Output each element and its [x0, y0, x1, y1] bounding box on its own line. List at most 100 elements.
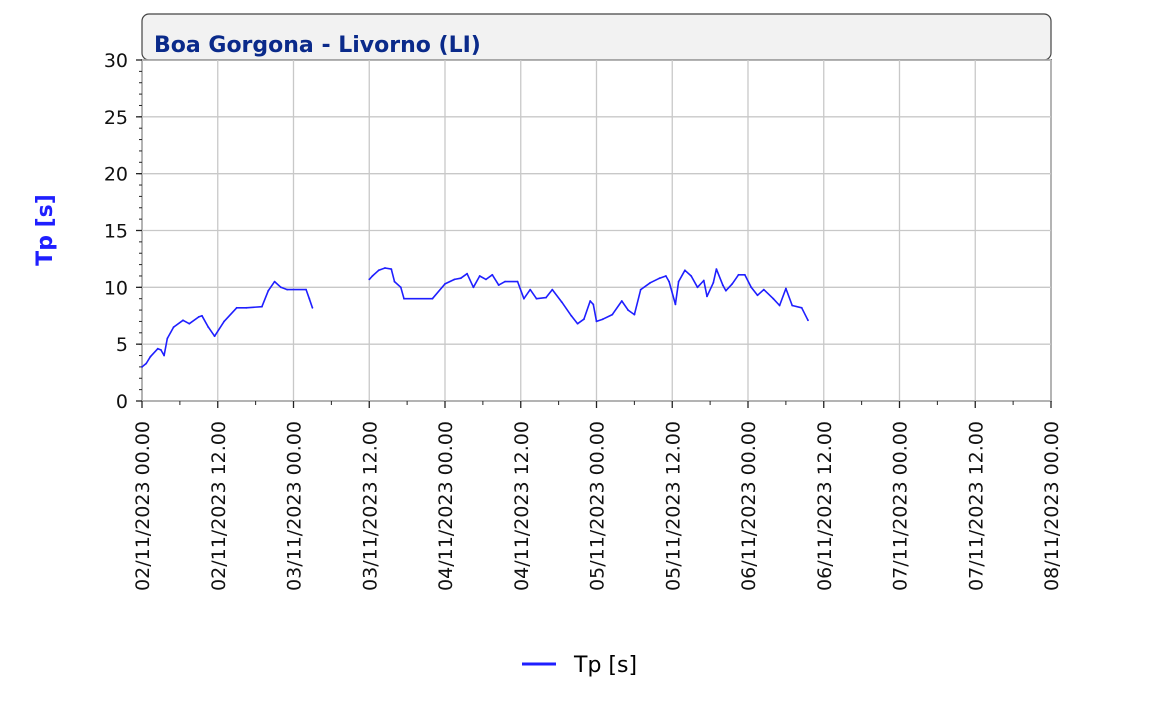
y-tick-label: 5 [116, 334, 128, 356]
data-point [197, 316, 200, 318]
data-point [516, 280, 519, 283]
x-tick-label: 06/11/2023 00.00 [738, 421, 760, 591]
data-point [668, 280, 670, 283]
data-point [163, 354, 166, 357]
data-point [213, 335, 216, 338]
data-point [182, 319, 184, 322]
x-tick-label: 03/11/2023 00.00 [284, 421, 306, 591]
x-tick-label: 05/11/2023 00.00 [587, 421, 609, 591]
data-point [737, 273, 740, 276]
data-point [261, 305, 263, 308]
data-point [141, 366, 143, 368]
data-point [384, 267, 386, 269]
y-axis-label: Tp [s] [33, 194, 58, 266]
data-point [725, 289, 727, 292]
data-point [551, 288, 554, 291]
data-point [305, 288, 307, 291]
data-point [311, 306, 314, 309]
data-point [756, 294, 759, 297]
y-tick-label: 15 [104, 221, 128, 243]
data-point [399, 286, 402, 289]
data-point [390, 268, 393, 270]
data-point [485, 278, 487, 281]
data-point [677, 280, 680, 283]
x-tick-label: 04/11/2023 00.00 [435, 421, 457, 591]
data-point [785, 287, 787, 290]
y-tick-label: 0 [116, 391, 128, 413]
data-point [576, 322, 579, 325]
x-tick-label: 03/11/2023 12.00 [359, 421, 381, 591]
data-point [649, 281, 652, 284]
data-point [696, 286, 699, 289]
data-point [706, 295, 708, 298]
data-point [156, 347, 159, 350]
data-point [658, 277, 661, 280]
data-point [800, 306, 803, 309]
data-point [535, 297, 538, 300]
data-point [172, 326, 175, 328]
x-tick-label: 07/11/2023 12.00 [965, 421, 987, 591]
data-point [371, 275, 374, 277]
data-point [444, 283, 446, 285]
data-point [731, 283, 734, 285]
data-point [453, 278, 456, 281]
data-point [690, 275, 693, 277]
data-point [627, 309, 629, 311]
x-tick-label: 02/11/2023 12.00 [208, 421, 230, 591]
data-point [611, 313, 614, 316]
data-point [684, 269, 686, 272]
data-point [583, 318, 585, 321]
data-point [772, 297, 775, 300]
y-tick-label: 25 [104, 107, 128, 129]
data-point [403, 297, 405, 300]
data-point [762, 288, 765, 291]
data-point [223, 320, 226, 323]
data-point [570, 314, 573, 317]
data-point [639, 288, 642, 291]
data-point [368, 278, 371, 281]
data-point [166, 337, 169, 340]
legend-label-tp: Tp [s] [573, 653, 637, 678]
data-point [497, 284, 500, 286]
chart-title: Boa Gorgona - Livorno (LI) [154, 33, 481, 58]
data-point [280, 286, 282, 289]
data-point [601, 318, 604, 321]
data-point [188, 322, 191, 325]
data-point [592, 303, 595, 306]
data-point [807, 319, 809, 322]
data-point [523, 297, 525, 300]
legend: Tp [s] [522, 653, 637, 678]
data-point [721, 284, 724, 286]
data-point [491, 273, 494, 276]
data-point [466, 272, 468, 275]
data-point [145, 362, 148, 365]
data-point [504, 280, 506, 283]
x-tick-label: 02/11/2023 00.00 [132, 421, 154, 591]
data-point [750, 286, 753, 289]
data-point [235, 306, 238, 309]
data-point [778, 304, 781, 307]
data-point [160, 349, 162, 351]
x-tick-label: 08/11/2023 00.00 [1041, 421, 1063, 591]
data-point [560, 301, 563, 303]
data-point [589, 300, 592, 302]
data-point [715, 268, 718, 270]
y-tick-label: 20 [104, 164, 128, 186]
data-point [620, 300, 623, 302]
data-point [791, 304, 794, 307]
data-point [545, 296, 547, 299]
data-point [459, 277, 462, 280]
data-point [308, 297, 311, 300]
data-point [207, 326, 210, 328]
data-point [633, 313, 636, 316]
data-point [529, 288, 532, 291]
y-tick-label: 10 [104, 277, 128, 299]
data-point [267, 289, 270, 292]
data-point [743, 273, 746, 276]
data-point [245, 306, 248, 309]
data-point [431, 297, 434, 300]
data-point [201, 314, 203, 317]
data-point [273, 280, 276, 283]
